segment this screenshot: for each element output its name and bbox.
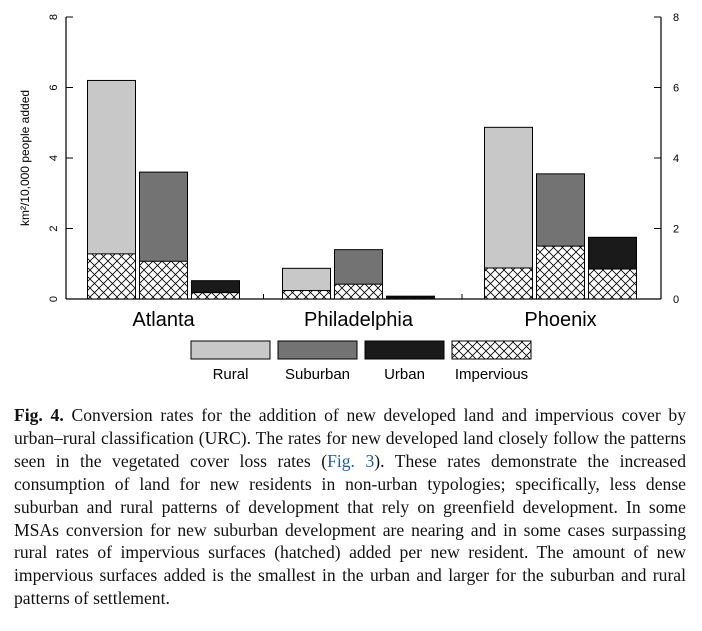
legend-label-rural: Rural bbox=[213, 366, 249, 383]
group-label-atlanta: Atlanta bbox=[132, 309, 195, 331]
y-axis-label: km²/10,000 people added bbox=[18, 90, 32, 226]
legend: Rural Suburban Urban Impervious bbox=[190, 340, 532, 383]
y-tick-label-left: 0 bbox=[48, 296, 60, 302]
group-label-phoenix: Phoenix bbox=[524, 309, 596, 331]
y-tick-label-left: 2 bbox=[48, 225, 60, 231]
legend-swatch-urban bbox=[364, 340, 445, 360]
bars bbox=[87, 79, 637, 300]
bar-impervious-urban-phoenix bbox=[588, 268, 637, 300]
y-tick-label-right: 6 bbox=[673, 83, 679, 95]
legend-swatch-suburban bbox=[277, 340, 358, 360]
caption-text-part-2: ). These rates demonstrate the increased… bbox=[14, 450, 686, 609]
bar-impervious-urban-atlanta bbox=[191, 292, 240, 300]
group-label-philadelphia: Philadelphia bbox=[304, 309, 414, 331]
legend-label-urban: Urban bbox=[384, 366, 425, 383]
y-tick-label-right: 4 bbox=[673, 153, 679, 165]
caption-figure-link[interactable]: Fig. 3 bbox=[327, 450, 375, 471]
y-tick-label-right: 8 bbox=[673, 12, 679, 24]
bar-impervious-suburban-phoenix bbox=[536, 245, 585, 300]
legend-label-suburban: Suburban bbox=[285, 366, 350, 383]
bar-impervious-suburban-atlanta bbox=[139, 260, 188, 300]
legend-swatch-rural bbox=[190, 340, 271, 360]
figure-caption: Fig. 4. Conversion rates for the additio… bbox=[14, 404, 686, 610]
bar-impervious-suburban-philadelphia bbox=[334, 283, 383, 300]
y-tick-label-left: 6 bbox=[48, 84, 60, 90]
bar-impervious-urban-philadelphia bbox=[386, 297, 435, 300]
bar-impervious-rural-phoenix bbox=[484, 267, 533, 300]
y-tick-label-right: 2 bbox=[673, 224, 679, 236]
bar-impervious-rural-atlanta bbox=[87, 253, 136, 300]
legend-label-impervious: Impervious bbox=[455, 366, 528, 383]
caption-text-part-1: Conversion rates for the addition of new… bbox=[14, 405, 686, 471]
y-tick-label-left: 4 bbox=[48, 155, 60, 161]
labels: 0 0 2 2 4 4 6 6 8 8 km²/10,000 people added Atlanta… bbox=[18, 12, 679, 331]
legend-swatch-impervious bbox=[451, 340, 532, 360]
bar-impervious-rural-philadelphia bbox=[282, 290, 331, 300]
chart: 0 0 2 2 4 4 6 6 8 8 km²/10,000 people added Atlanta… bbox=[18, 12, 679, 383]
caption-figure-label: Fig. 4. bbox=[14, 405, 64, 425]
y-tick-label-right: 0 bbox=[673, 294, 679, 306]
y-tick-label-left: 8 bbox=[48, 14, 60, 20]
